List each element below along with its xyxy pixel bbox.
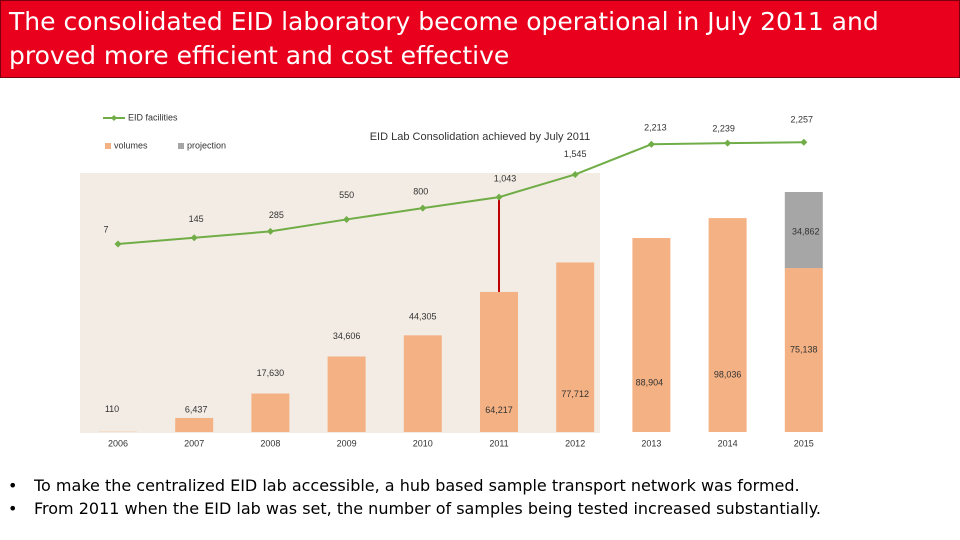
bar bbox=[327, 356, 366, 432]
legend-marker bbox=[111, 115, 117, 121]
line-marker bbox=[419, 204, 427, 212]
bar bbox=[175, 417, 214, 432]
bullet: From 2011 when the EID lab was set, the … bbox=[8, 497, 948, 520]
data-label: 77,712 bbox=[561, 389, 589, 399]
data-label: 44,305 bbox=[409, 312, 437, 322]
line-marker bbox=[343, 215, 351, 223]
data-label: 2,239 bbox=[712, 123, 735, 133]
bar bbox=[251, 393, 290, 432]
bar bbox=[784, 268, 823, 432]
line-marker bbox=[114, 240, 122, 248]
data-label: 110 bbox=[105, 404, 119, 414]
title-bar: The consolidated EID laboratory become o… bbox=[0, 0, 960, 78]
bar bbox=[632, 238, 671, 432]
line-marker bbox=[647, 140, 655, 148]
slide-title: The consolidated EID laboratory become o… bbox=[9, 7, 879, 70]
line-marker bbox=[571, 170, 579, 178]
x-tick-label: 2011 bbox=[489, 438, 508, 448]
data-label: 34,862 bbox=[792, 226, 820, 236]
data-label: 2,213 bbox=[644, 123, 667, 133]
legend-label: volumes bbox=[114, 140, 148, 150]
data-label: 285 bbox=[269, 210, 284, 220]
data-label: 1,545 bbox=[564, 149, 587, 159]
bar bbox=[708, 218, 747, 432]
x-tick-label: 2015 bbox=[794, 438, 814, 448]
data-label: 145 bbox=[189, 214, 204, 224]
line-marker bbox=[495, 193, 503, 201]
x-tick-label: 2006 bbox=[108, 438, 128, 448]
annotation: EID Lab Consolidation achieved by July 2… bbox=[370, 131, 591, 143]
x-tick-label: 2010 bbox=[413, 438, 433, 448]
data-label: 17,630 bbox=[257, 368, 285, 378]
bar bbox=[784, 192, 823, 269]
bar bbox=[403, 335, 442, 432]
line-marker bbox=[190, 234, 198, 242]
data-label: 75,138 bbox=[790, 344, 818, 354]
chart: 2006 2007 2008 2009 2010 2011 2012 2013 2014 2015… bbox=[80, 112, 823, 448]
data-label: 1,043 bbox=[494, 174, 517, 184]
data-label: 800 bbox=[413, 187, 428, 197]
data-label: 98,036 bbox=[714, 370, 742, 380]
x-tick-label: 2008 bbox=[260, 438, 280, 448]
bar bbox=[556, 262, 595, 432]
line-marker bbox=[266, 227, 274, 235]
legend-swatch bbox=[105, 143, 111, 149]
data-label: 7 bbox=[103, 224, 108, 234]
x-tick-label: 2012 bbox=[565, 438, 585, 448]
legend-label: EID facilities bbox=[128, 112, 178, 122]
data-label: 88,904 bbox=[636, 377, 664, 387]
bar bbox=[480, 291, 518, 432]
data-label: 34,606 bbox=[333, 331, 361, 341]
x-tick-label: 2007 bbox=[184, 438, 204, 448]
legend-label: projection bbox=[187, 140, 226, 150]
bullet-list: To make the centralized EID lab accessib… bbox=[8, 474, 948, 520]
data-label: 550 bbox=[339, 190, 354, 200]
data-label: 6,437 bbox=[185, 404, 208, 414]
legend-swatch bbox=[178, 143, 184, 149]
data-label: 64,217 bbox=[485, 405, 513, 415]
data-label: 2,257 bbox=[791, 115, 814, 125]
x-tick-label: 2013 bbox=[641, 438, 661, 448]
x-tick-label: 2009 bbox=[337, 438, 357, 448]
x-tick-label: 2014 bbox=[718, 438, 738, 448]
line-marker bbox=[800, 138, 808, 146]
line bbox=[117, 141, 804, 245]
bullet: To make the centralized EID lab accessib… bbox=[8, 474, 948, 497]
line-marker bbox=[724, 139, 732, 147]
